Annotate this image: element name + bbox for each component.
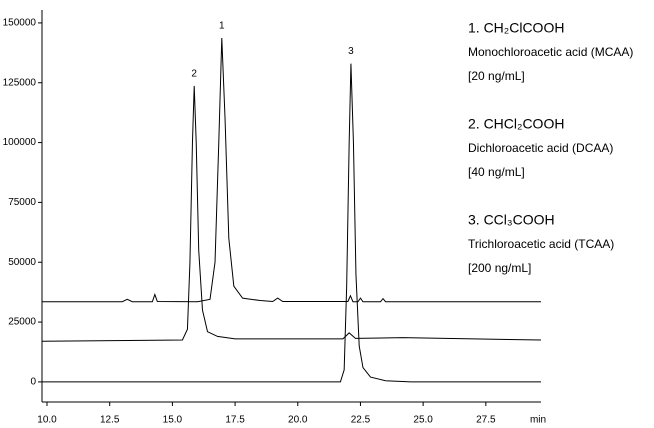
x-tick-label: 17.5 xyxy=(225,415,245,426)
compound-concentration: [40 ng/mL] xyxy=(468,165,525,179)
compound-formula: 2. CHCl₂COOH xyxy=(468,116,564,132)
x-tick-label: 22.5 xyxy=(351,415,371,426)
y-tick-label: 25000 xyxy=(8,317,36,328)
x-unit: min xyxy=(530,415,546,426)
x-tick-label: 10.0 xyxy=(37,415,57,426)
trace xyxy=(42,37,541,303)
compound-formula: 1. CH₂ClCOOH xyxy=(468,20,564,36)
x-tick-label: 25.0 xyxy=(413,415,433,426)
compound-concentration: [200 ng/mL] xyxy=(468,261,531,275)
trace xyxy=(42,63,541,383)
y-tick-label: 0 xyxy=(30,377,36,388)
peak-label: 1 xyxy=(219,21,225,32)
compound-formula: 3. CCl₃COOH xyxy=(468,212,555,228)
y-tick-label: 125000 xyxy=(3,77,37,88)
compound-name: Dichloroacetic acid (DCAA) xyxy=(468,141,613,155)
y-tick-label: 100000 xyxy=(3,137,37,148)
x-tick-label: 27.5 xyxy=(476,415,496,426)
x-tick-label: 12.5 xyxy=(100,415,120,426)
compound-name: Monochloroacetic acid (MCAA) xyxy=(468,45,633,59)
x-tick-label: 20.0 xyxy=(288,415,308,426)
trace xyxy=(41,85,542,342)
compound-name: Trichloroacetic acid (TCAA) xyxy=(468,237,614,251)
compound-concentration: [20 ng/mL] xyxy=(468,69,525,83)
y-tick-label: 50000 xyxy=(8,257,36,268)
y-tick-label: 150000 xyxy=(3,18,37,29)
y-tick-label: 75000 xyxy=(8,197,36,208)
x-tick-label: 15.0 xyxy=(163,415,183,426)
peak-label: 2 xyxy=(191,69,197,80)
peak-label: 3 xyxy=(348,46,354,57)
